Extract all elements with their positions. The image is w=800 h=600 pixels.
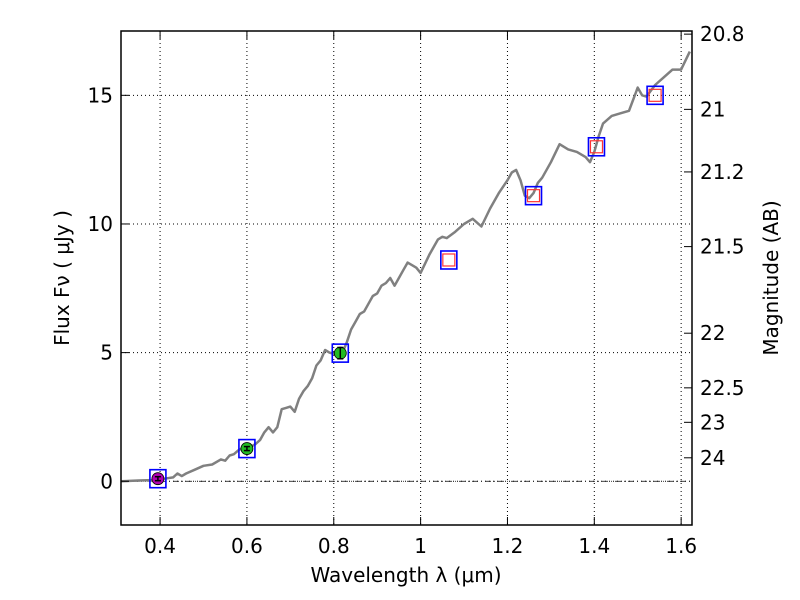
magnitude-tick-label: 21.5 (700, 235, 745, 259)
magnitude-tick-label: 23 (700, 410, 725, 434)
model-band-box (149, 468, 167, 489)
plot-frame (120, 30, 693, 526)
x-tick-label: 0.6 (231, 534, 263, 558)
x-axis-label: Wavelength λ (μm) (310, 563, 501, 587)
x-tick-label: 1.4 (578, 534, 610, 558)
y-tick-label: 5 (100, 341, 113, 365)
photometry-point-open (442, 253, 456, 267)
x-tick-label: 0.4 (144, 534, 176, 558)
x-tick-label: 1.2 (492, 534, 524, 558)
photometry-point-open (648, 88, 662, 102)
model-band-box (587, 136, 606, 157)
x-tick-label: 1 (414, 534, 427, 558)
model-band-box (440, 250, 458, 270)
magnitude-axis-label: Magnitude (AB) (759, 200, 783, 355)
model-band-box (524, 185, 543, 206)
x-tick-label: 1.6 (665, 534, 697, 558)
magnitude-tick-label: 20.8 (700, 22, 745, 46)
y-tick-label: 10 (88, 212, 113, 236)
magnitude-tick-label: 24 (700, 446, 725, 470)
ticks: 0.4 0.6 0.8 1 1.2 1.4 1.6 0 5 10 15 20.8 21 21.2 21.5 2… (88, 22, 745, 558)
x-tick-label: 0.8 (318, 534, 350, 558)
magnitude-tick-label: 21.2 (700, 160, 745, 184)
y-tick-label: 0 (100, 469, 113, 493)
y-tick-label: 15 (88, 83, 113, 107)
model-band-box (238, 438, 256, 459)
photometry-point-open (589, 140, 604, 154)
model-band-box (646, 85, 664, 106)
y-axis-label: Flux Fν ( μJy ) (50, 210, 74, 346)
model-band-box (331, 343, 350, 363)
photometry-point-open (526, 189, 541, 203)
magnitude-tick-label: 22.5 (700, 376, 745, 400)
magnitude-tick-label: 22 (700, 321, 725, 345)
magnitude-tick-label: 21 (700, 97, 725, 121)
photometry-layer (149, 85, 664, 489)
